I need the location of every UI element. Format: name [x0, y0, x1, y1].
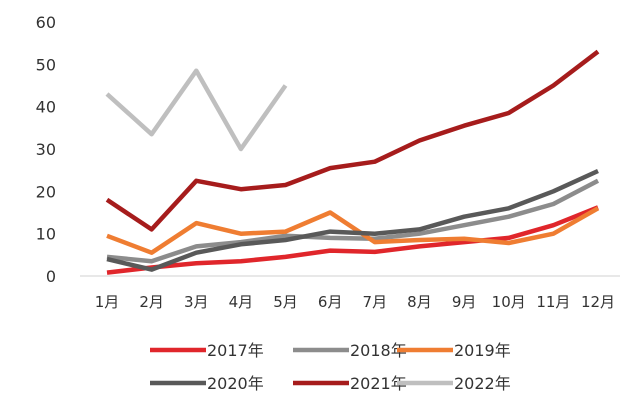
x-tick-label: 10月: [492, 293, 526, 311]
series-line-1: [106, 205, 599, 275]
legend-label: 2022年: [454, 374, 511, 393]
y-tick-label: 20: [36, 182, 56, 201]
x-tick-label: 6月: [318, 293, 343, 311]
y-tick-label: 0: [46, 267, 56, 286]
x-tick-label: 1月: [95, 293, 120, 311]
legend-item: 2017年: [150, 341, 264, 360]
legend-label: 2021年: [350, 374, 407, 393]
series-line-2: [106, 178, 600, 264]
y-tick-label: 60: [36, 13, 56, 32]
x-tick-label: 8月: [407, 293, 432, 311]
legend-item: 2021年: [293, 374, 407, 393]
y-tick-label: 10: [36, 225, 56, 244]
series-lines: [105, 49, 600, 275]
x-tick-label: 5月: [273, 293, 298, 311]
y-tick-label: 50: [36, 55, 56, 74]
series-line-4: [106, 168, 599, 272]
legend-item: 2022年: [397, 374, 511, 393]
x-tick-label: 2月: [139, 293, 164, 311]
legend-item: 2019年: [397, 341, 511, 360]
axes: 0 10 20 30 40 50 60 1月 2月 3月 4月 5月 6月 7月 8月 9月 10月 11月 12月: [36, 13, 620, 311]
y-tick-label: 30: [36, 140, 56, 159]
x-tick-label: 12月: [581, 293, 615, 311]
y-tick-label: 40: [36, 98, 56, 117]
legend: 2017年 2018年 2019年 2020年 2021年 2022年: [150, 341, 511, 393]
legend-label: 2017年: [207, 341, 264, 360]
series-line-3: [106, 206, 600, 255]
legend-item: 2018年: [293, 341, 407, 360]
x-tick-label: 7月: [363, 293, 388, 311]
legend-label: 2018年: [350, 341, 407, 360]
series-line-6: [105, 68, 288, 152]
x-tick-label: 4月: [229, 293, 254, 311]
legend-label: 2020年: [207, 374, 264, 393]
x-tick-label: 11月: [536, 293, 570, 311]
series-line-5: [105, 49, 600, 232]
x-tick-label: 3月: [184, 293, 209, 311]
legend-label: 2019年: [454, 341, 511, 360]
x-tick-label: 9月: [452, 293, 477, 311]
legend-item: 2020年: [150, 374, 264, 393]
